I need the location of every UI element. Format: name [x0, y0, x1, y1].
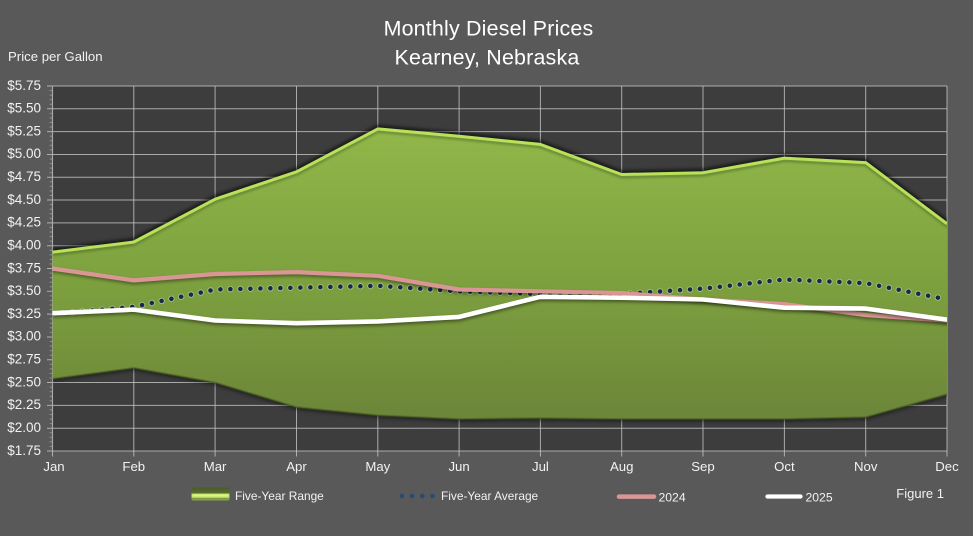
svg-text:Kearney, Nebraska: Kearney, Nebraska [395, 46, 580, 70]
svg-text:Sep: Sep [691, 459, 714, 474]
svg-text:$4.00: $4.00 [7, 238, 41, 253]
svg-text:$2.00: $2.00 [7, 420, 41, 435]
svg-text:Oct: Oct [774, 459, 795, 474]
svg-text:Five-Year Range: Five-Year Range [235, 489, 324, 503]
svg-text:$4.75: $4.75 [7, 169, 41, 184]
svg-text:$5.25: $5.25 [7, 123, 41, 138]
svg-text:Jul: Jul [532, 459, 549, 474]
svg-text:$2.50: $2.50 [7, 374, 41, 389]
svg-text:$5.00: $5.00 [7, 146, 41, 161]
svg-text:2024: 2024 [659, 491, 686, 505]
svg-text:Dec: Dec [935, 459, 959, 474]
svg-text:$3.75: $3.75 [7, 260, 41, 275]
svg-text:$2.25: $2.25 [7, 397, 41, 412]
svg-text:Jun: Jun [448, 459, 469, 474]
svg-text:Jan: Jan [43, 459, 64, 474]
svg-text:Feb: Feb [122, 459, 145, 474]
svg-text:Monthly Diesel Prices: Monthly Diesel Prices [384, 17, 594, 41]
svg-text:2025: 2025 [806, 491, 833, 505]
svg-text:Apr: Apr [286, 459, 307, 474]
svg-text:$4.25: $4.25 [7, 215, 41, 230]
svg-text:Price per Gallon: Price per Gallon [8, 49, 103, 64]
svg-text:$4.50: $4.50 [7, 192, 41, 207]
svg-text:$3.00: $3.00 [7, 329, 41, 344]
svg-text:$2.75: $2.75 [7, 352, 41, 367]
svg-text:Figure 1: Figure 1 [896, 486, 944, 501]
svg-text:Aug: Aug [610, 459, 633, 474]
svg-text:$3.25: $3.25 [7, 306, 41, 321]
svg-text:$5.75: $5.75 [7, 78, 41, 93]
svg-text:Nov: Nov [854, 459, 878, 474]
svg-text:Mar: Mar [204, 459, 227, 474]
svg-text:$1.75: $1.75 [7, 443, 41, 458]
svg-text:$3.50: $3.50 [7, 283, 41, 298]
svg-text:$5.50: $5.50 [7, 101, 41, 116]
svg-text:May: May [365, 459, 390, 474]
svg-text:Five-Year Average: Five-Year Average [441, 489, 539, 503]
